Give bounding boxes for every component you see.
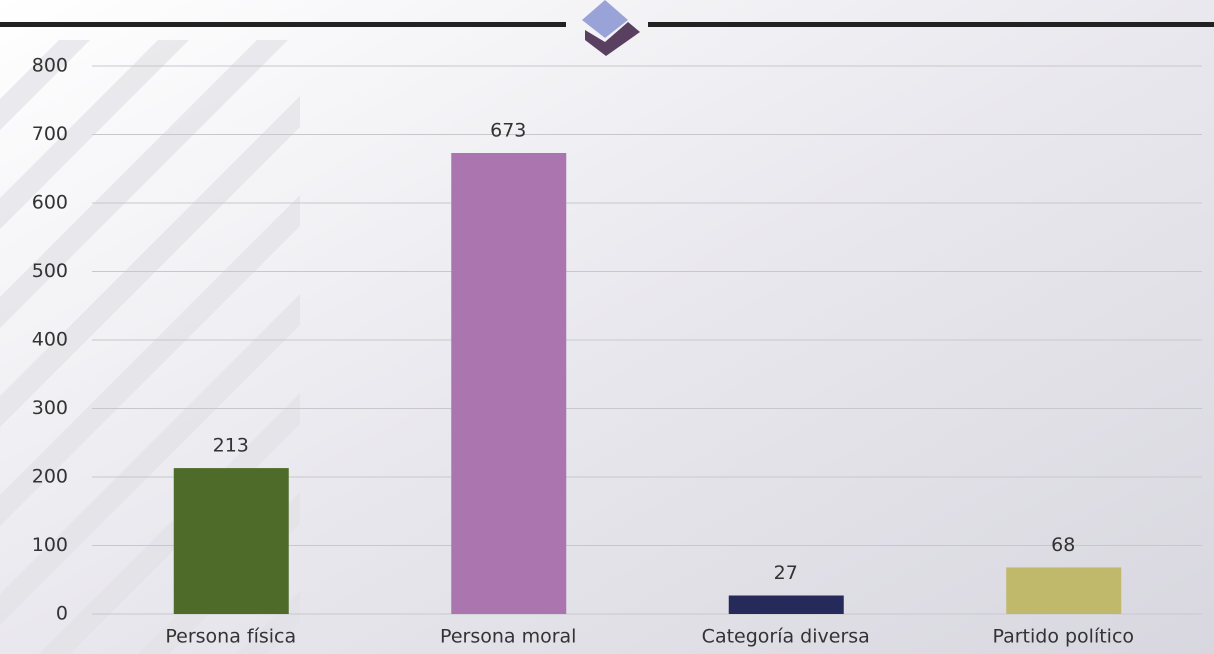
value-label: 27: [774, 562, 798, 584]
header-rule: [648, 22, 1214, 27]
bar: [173, 468, 289, 614]
x-tick-label: Persona física: [165, 626, 296, 648]
x-tick-label: Categoría diversa: [702, 626, 870, 648]
y-tick-label: 500: [32, 260, 68, 282]
y-tick-label: 700: [32, 123, 68, 145]
y-tick-label: 300: [32, 397, 68, 419]
x-tick-label: Persona moral: [440, 626, 576, 648]
value-label: 68: [1051, 534, 1075, 556]
y-tick-label: 400: [32, 329, 68, 351]
y-tick-label: 600: [32, 192, 68, 214]
logo: [585, 22, 640, 56]
header-rule: [0, 22, 566, 27]
bar: [728, 595, 844, 614]
y-tick-label: 200: [32, 466, 68, 488]
bar: [451, 152, 567, 614]
bar: [1006, 567, 1122, 614]
x-tick-label: Partido político: [992, 626, 1134, 648]
logo: [582, 0, 628, 38]
y-tick-label: 0: [56, 603, 68, 625]
y-tick-label: 100: [32, 534, 68, 556]
value-label: 673: [490, 119, 526, 141]
value-label: 213: [213, 435, 249, 457]
y-tick-label: 800: [32, 55, 68, 77]
